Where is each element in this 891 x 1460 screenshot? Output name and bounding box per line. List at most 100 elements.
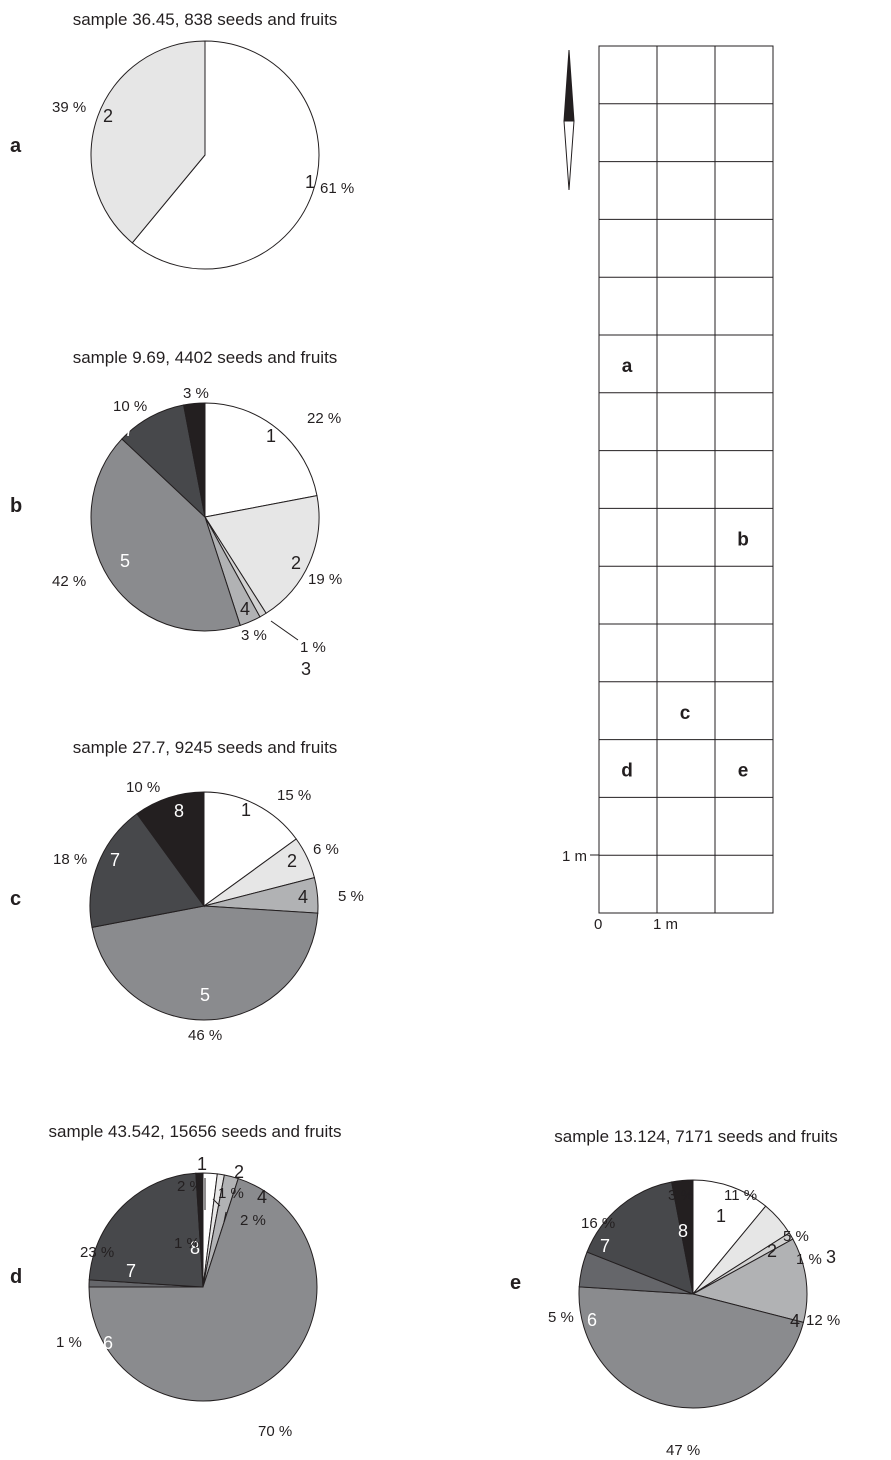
slice-number-b-2: 2 <box>291 553 301 573</box>
pie-slice-b-1 <box>204 402 318 518</box>
pie-slice-e-4 <box>691 1238 808 1323</box>
slice-number-b-8: 8 <box>192 381 202 401</box>
slice-percent-e-4: 12 % <box>806 1312 840 1329</box>
slice-number-d-1: 1 <box>197 1154 207 1174</box>
pie-slice-d-5 <box>88 1177 318 1402</box>
pie-slice-b-5 <box>90 438 241 632</box>
slice-number-d-8: 8 <box>190 1238 200 1258</box>
slice-percent-c-5: 46 % <box>188 1027 222 1044</box>
slice-percent-d-6: 1 % <box>56 1334 82 1351</box>
pie-chart-e: 1 11 % 2 5 % 31 % 4 12 % 5 47 % 6 5 % 7 16 % 8 3 % <box>548 1179 840 1459</box>
pie-slice-c-8 <box>136 791 205 908</box>
leader-line-d-4 <box>223 1211 227 1223</box>
pie-chart-a: 1 61 % 2 39 % <box>52 40 354 270</box>
slice-percent-b-2: 19 % <box>308 571 342 588</box>
slice-number-b-1: 1 <box>266 426 276 446</box>
slice-number-c-5: 5 <box>200 985 210 1005</box>
pie-slice-e-1 <box>692 1179 767 1296</box>
grid-sample-mark-a: a <box>622 356 633 377</box>
pie-slice-e-7 <box>586 1181 694 1295</box>
pie-slice-e-5 <box>578 1286 805 1409</box>
slice-number-b-5: 5 <box>120 551 130 571</box>
slice-number-a-1: 1 <box>305 172 315 192</box>
pie-slice-e-8 <box>671 1179 694 1295</box>
pie-slice-a-2 <box>90 40 206 244</box>
slice-percent-c-7: 18 % <box>53 851 87 868</box>
slice-percent-c-1: 15 % <box>277 787 311 804</box>
slice-number-d-7: 7 <box>126 1261 136 1281</box>
slice-percent-e-6: 5 % <box>548 1309 574 1326</box>
chart-title-d: sample 43.542, 15656 seeds and fruits <box>49 1122 342 1141</box>
slice-number-c-8: 8 <box>174 801 184 821</box>
slice-percent-e-3: 1 % <box>796 1251 822 1268</box>
slice-percent-b-1: 22 % <box>307 410 341 427</box>
grid-sample-mark-e: e <box>738 761 749 782</box>
pie-chart-b: 122 %219 %31 %43 %542 %710 %83 % <box>52 381 342 679</box>
slice-number-e-2: 2 <box>767 1241 777 1261</box>
slice-percent-d-8: 1 % <box>174 1235 200 1252</box>
chart-title-c: sample 27.7, 9245 seeds and fruits <box>73 738 338 757</box>
pie-slice-c-5 <box>91 905 319 1021</box>
slice-number-d-6: 6 <box>103 1333 113 1353</box>
pie-chart-d: 12 %21 % 42 %570 %61 %723 % 81 % <box>56 1154 318 1440</box>
grid-sample-mark-b: b <box>737 529 749 550</box>
y-scale-label: 1 m <box>562 848 587 865</box>
panel-letter-c: c <box>10 888 21 910</box>
slice-number-b-7: 7 <box>124 420 134 440</box>
slice-percent-d-2: 1 % <box>218 1185 244 1202</box>
slice-number-c-2: 2 <box>287 851 297 871</box>
slice-percent-e-2: 5 % <box>783 1228 809 1245</box>
slice-percent-d-4: 2 % <box>240 1212 266 1229</box>
chart-title-a: sample 36.45, 838 seeds and fruits <box>73 10 338 29</box>
leader-line-d-2 <box>212 1198 221 1207</box>
pie-slice-d-7 <box>88 1172 204 1288</box>
slice-number-e-3: 3 <box>826 1247 836 1267</box>
pie-chart-c: 1 15 % 2 6 % 4 5 % 5 46 % 7 18 % 8 10 % <box>53 779 364 1044</box>
slice-number-a-2: 2 <box>103 106 113 126</box>
leader-line-b-3 <box>270 620 299 641</box>
slice-percent-c-4: 5 % <box>338 888 364 905</box>
slice-percent-d-5: 70 % <box>258 1423 292 1440</box>
slice-number-b-3: 3 <box>301 659 311 679</box>
slice-number-e-5: 5 <box>674 1409 684 1429</box>
slice-number-b-4: 4 <box>240 599 250 619</box>
pie-slice-b-2 <box>204 495 320 614</box>
slice-percent-b-3: 1 % <box>300 639 326 656</box>
slice-percent-d-1: 2 % <box>177 1178 203 1195</box>
slice-number-e-8: 8 <box>678 1221 688 1241</box>
grid-sample-mark-c: c <box>680 703 691 724</box>
slice-percent-e-5: 47 % <box>666 1442 700 1459</box>
x-origin-label: 0 <box>594 916 602 933</box>
slice-number-e-1: 1 <box>716 1206 726 1226</box>
slice-number-d-4: 4 <box>257 1187 267 1207</box>
pie-slice-b-8 <box>183 402 206 518</box>
panel-letter-e: e <box>510 1272 521 1294</box>
pie-slice-c-7 <box>89 813 205 928</box>
slice-number-c-1: 1 <box>241 800 251 820</box>
pie-slice-d-8 <box>195 1172 204 1288</box>
slice-number-c-4: 4 <box>298 887 308 907</box>
slice-percent-e-7: 16 % <box>581 1215 615 1232</box>
slice-percent-b-8: 3 % <box>183 385 209 402</box>
slice-percent-c-8: 10 % <box>126 779 160 796</box>
grid-frame <box>598 45 774 914</box>
panel-letter-d: d <box>10 1266 22 1288</box>
slice-number-e-7: 7 <box>600 1236 610 1256</box>
sampling-grid-map: a b c d e <box>598 45 774 914</box>
pie-slice-a-1 <box>131 40 320 270</box>
slice-percent-e-8: 3 % <box>668 1187 694 1204</box>
north-arrow-icon <box>563 49 575 191</box>
slice-number-c-7: 7 <box>110 850 120 870</box>
panel-letter-a: a <box>10 135 22 157</box>
slice-percent-c-2: 6 % <box>313 841 339 858</box>
slice-number-d-5: 5 <box>242 1397 252 1417</box>
slice-percent-e-1: 11 % <box>724 1187 757 1204</box>
grid-sample-mark-d: d <box>621 761 633 782</box>
pie-slice-b-7 <box>121 404 206 519</box>
slice-number-e-4: 4 <box>790 1311 800 1331</box>
slice-percent-d-7: 23 % <box>80 1244 114 1261</box>
x-scale-label: 1 m <box>653 916 678 933</box>
chart-title-e: sample 13.124, 7171 seeds and fruits <box>554 1127 838 1146</box>
pie-slice-c-1 <box>203 791 297 907</box>
